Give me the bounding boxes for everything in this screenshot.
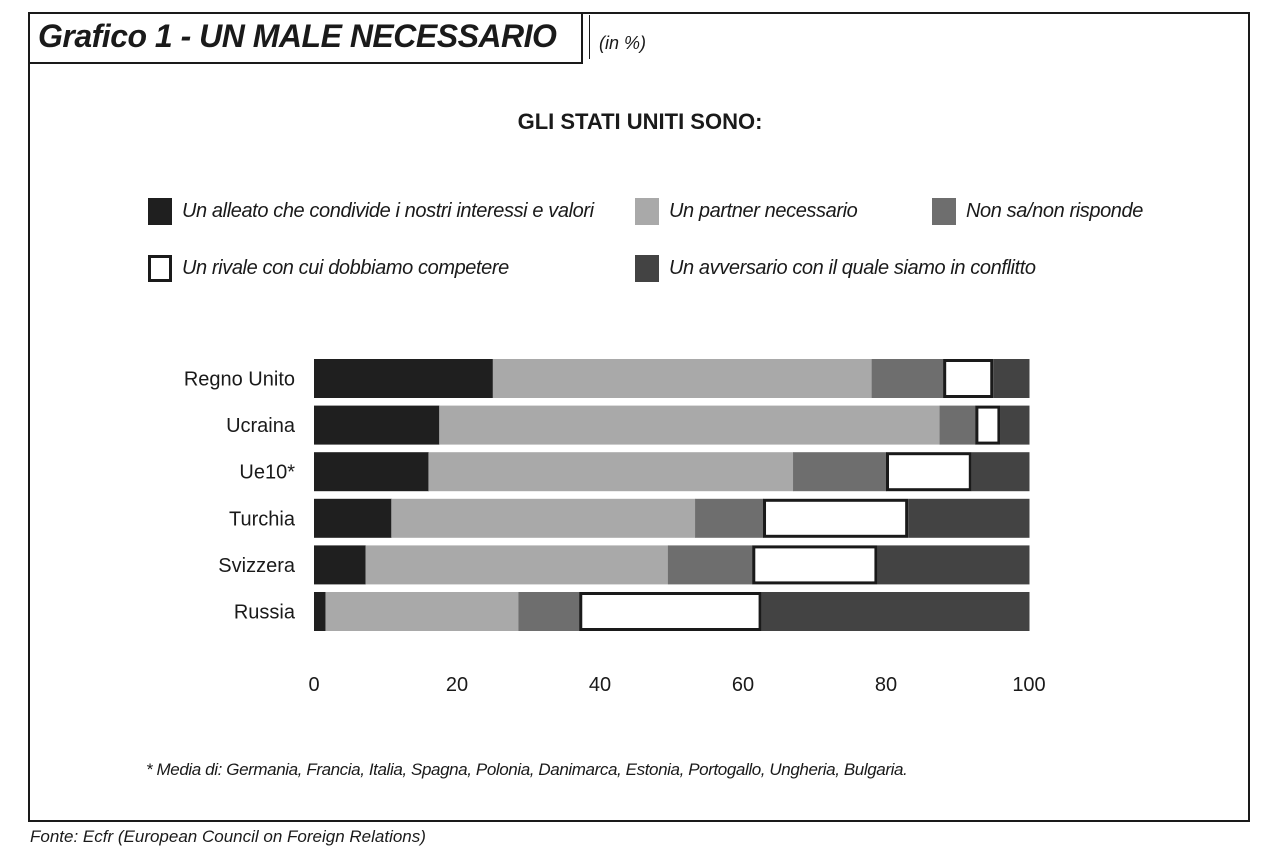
bar-segment-regno-unito-s0: [314, 359, 494, 398]
bar-segment-ue10-s1: [428, 452, 794, 492]
legend-item-rivale: Un rivale con cui dobbiamo competere: [148, 255, 509, 282]
bar-segment-turchia-s3: [763, 498, 909, 538]
legend-label-alleato: Un alleato che condivide i nostri intere…: [182, 200, 594, 222]
bar-segment-ue10-s0: [314, 452, 429, 492]
bar-segment-regno-unito-s2: [871, 359, 944, 398]
x-tick-label-80: 80: [875, 674, 897, 696]
category-label-ucraina: Ucraina: [226, 415, 296, 437]
bar-segment-ucraina-s1: [439, 405, 941, 445]
category-label-regno-unito: Regno Unito: [184, 369, 295, 391]
bar-segment-regno-unito-s3: [943, 359, 994, 398]
bar-segment-russia-s3: [579, 592, 762, 631]
x-tick-label-0: 0: [308, 674, 319, 696]
bar-segment-ucraina-s4: [1000, 405, 1030, 445]
bar-segment-ucraina-s0: [314, 405, 440, 445]
bar-segment-turchia-s4: [908, 498, 1030, 538]
legend-item-alleato: Un alleato che condivide i nostri intere…: [148, 198, 594, 225]
bar-segment-ucraina-s3: [975, 405, 1001, 445]
bar-segment-ue10-s2: [793, 452, 887, 492]
category-label-ue10: Ue10*: [239, 462, 295, 484]
legend-swatch-partner: [635, 198, 659, 225]
legend-item-partner: Un partner necessario: [635, 198, 858, 225]
legend-swatch-rivale: [148, 255, 172, 282]
bar-segment-turchia-s1: [391, 498, 696, 538]
legend-label-non-sa: Non sa/non risponde: [966, 200, 1143, 222]
x-tick-label-100: 100: [1012, 674, 1045, 696]
chart-title: Grafico 1 - UN MALE NECESSARIO: [38, 18, 557, 54]
footnote: * Media di: Germania, Francia, Italia, S…: [146, 760, 908, 779]
bar-segment-ue10-s4: [971, 452, 1030, 492]
legend-item-avversario: Un avversario con il quale siamo in conf…: [635, 255, 1036, 282]
unit-separator: [589, 15, 590, 59]
x-tick-label-20: 20: [446, 674, 468, 696]
legend-swatch-non-sa: [932, 198, 956, 225]
bar-segment-russia-s2: [518, 592, 580, 631]
legend-swatch-avversario: [635, 255, 659, 282]
category-label-svizzera: Svizzera: [218, 555, 296, 577]
chart-frame: [28, 12, 1250, 822]
bar-segment-turchia-s2: [695, 498, 764, 538]
category-label-russia: Russia: [234, 602, 296, 624]
chart-subtitle: GLI STATI UNITI SONO:: [517, 109, 763, 134]
legend-item-non-sa: Non sa/non risponde: [932, 198, 1143, 225]
legend-label-partner: Un partner necessario: [669, 200, 858, 222]
bar-segment-svizzera-s0: [314, 545, 366, 585]
bar-segment-svizzera-s4: [877, 545, 1030, 585]
bar-segment-ucraina-s2: [939, 405, 976, 445]
bar-segment-ue10-s3: [886, 452, 972, 492]
bar-segment-regno-unito-s4: [993, 359, 1030, 398]
title-box: [28, 12, 583, 64]
bar-segment-svizzera-s3: [752, 545, 878, 585]
bar-segment-regno-unito-s1: [492, 359, 873, 398]
x-tick-label-60: 60: [732, 674, 754, 696]
source-note: Fonte: Ecfr (European Council on Foreign…: [30, 827, 426, 846]
bar-segment-russia-s4: [761, 592, 1030, 631]
bar-segment-russia-s1: [325, 592, 519, 631]
legend-label-rivale: Un rivale con cui dobbiamo competere: [182, 257, 509, 279]
unit-label: (in %): [599, 33, 647, 53]
bar-segment-svizzera-s1: [365, 545, 669, 585]
bar-segment-svizzera-s2: [667, 545, 753, 585]
x-tick-label-40: 40: [589, 674, 611, 696]
category-label-turchia: Turchia: [229, 508, 296, 530]
legend-label-avversario: Un avversario con il quale siamo in conf…: [669, 257, 1036, 279]
legend-swatch-alleato: [148, 198, 172, 225]
bar-segment-russia-s0: [314, 592, 326, 631]
bar-segment-turchia-s0: [314, 498, 392, 538]
